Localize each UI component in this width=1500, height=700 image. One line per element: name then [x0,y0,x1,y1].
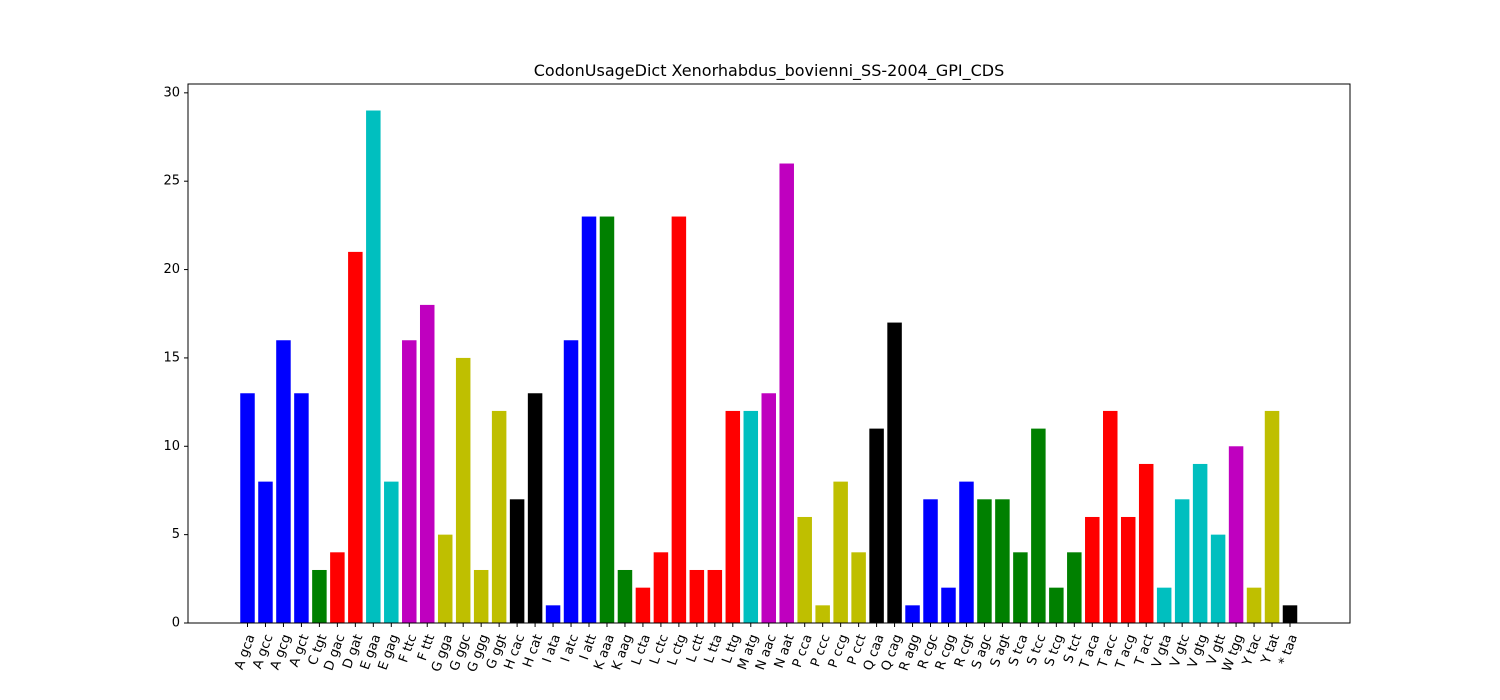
bar [563,340,579,623]
bar [1174,499,1190,623]
y-tick-label: 30 [163,85,180,100]
bar [491,410,507,623]
bar [743,410,759,623]
bar [833,481,848,623]
bar [527,393,543,623]
bar [1120,516,1136,623]
bar [312,569,327,623]
bar [851,552,866,623]
bar [1210,534,1226,623]
bar [384,481,399,623]
bar [779,163,794,623]
bar [959,481,974,623]
bar [1246,587,1262,623]
bar [905,605,920,623]
bar [923,499,938,623]
bar [995,499,1010,623]
chart-title: CodonUsageDict Xenorhabdus_bovienni_SS-2… [534,61,1005,81]
y-tick-label: 0 [172,616,180,631]
bar [473,569,489,623]
bar [545,605,561,623]
y-tick-label: 25 [163,174,180,189]
bar [402,340,417,623]
bar [635,587,651,623]
bar [815,605,830,623]
bar [1085,516,1100,623]
bar [1049,587,1064,623]
bar [599,216,615,624]
bar [1156,587,1172,623]
bar [1138,463,1154,623]
bars-group [240,110,1298,624]
bar [653,552,669,623]
bar [797,516,812,623]
bar [419,304,435,623]
bar [617,569,633,623]
bar [581,216,597,624]
bar [330,552,345,623]
bar [725,410,741,623]
bar [1013,552,1028,623]
bar [1282,605,1298,623]
bar [258,481,273,623]
y-axis: 0 5 10 15 20 25 30 [163,85,188,631]
plot-frame [187,83,1351,624]
bar [887,322,902,623]
bar [348,251,363,623]
bar [761,393,776,623]
y-tick-label: 15 [163,350,180,365]
bar [1192,463,1208,623]
bar [671,216,687,624]
bar [455,357,471,623]
y-tick-label: 5 [172,527,180,542]
bar [437,534,453,623]
bar [941,587,956,623]
bar [509,499,525,623]
bar [1031,428,1046,623]
bar [276,340,291,623]
bar [1103,410,1118,623]
y-tick-label: 20 [163,262,180,277]
bar [707,569,723,623]
bar [366,110,381,623]
bar [1067,552,1082,623]
bar [294,393,309,623]
bar [1264,410,1280,623]
bar [240,393,255,623]
bar [689,569,705,623]
bar [1228,446,1244,623]
bar [977,499,992,623]
y-tick-label: 10 [163,439,180,454]
bar [869,428,884,623]
